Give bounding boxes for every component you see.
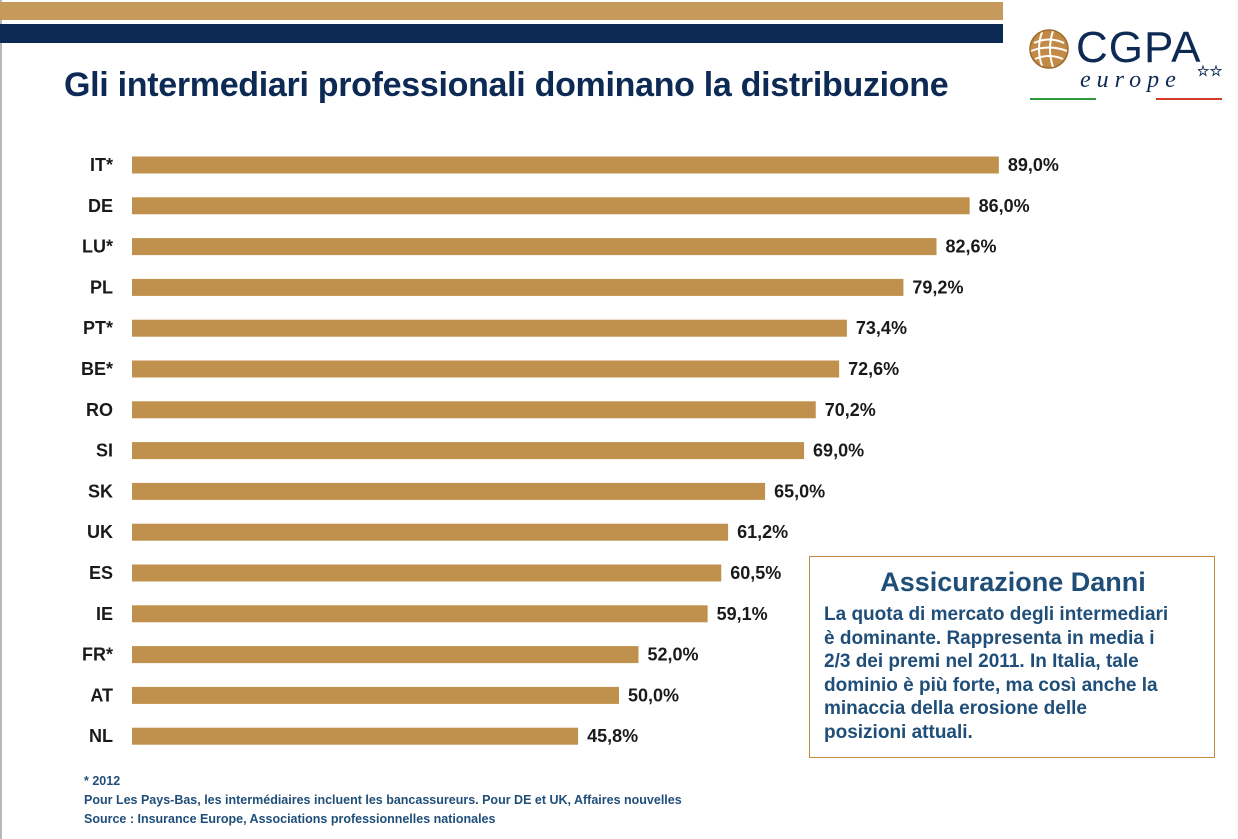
bar (132, 523, 729, 541)
value-label: 61,2% (737, 522, 788, 542)
bar (132, 156, 999, 174)
value-label: 50,0% (628, 685, 679, 705)
category-label: PT* (83, 318, 113, 338)
value-label: 45,8% (587, 726, 638, 746)
category-label: SK (88, 481, 113, 501)
value-label: 82,6% (946, 237, 997, 257)
bar (132, 278, 904, 296)
stars-icon (1198, 65, 1223, 77)
info-box: Assicurazione Danni La quota di mercato … (809, 556, 1215, 758)
value-label: 59,1% (717, 604, 768, 624)
bar (132, 401, 816, 419)
slide-title: Gli intermediari professionali dominano … (64, 66, 949, 104)
bar (132, 482, 766, 500)
info-line: dominio è più forte, ma così anche la (824, 674, 1158, 696)
bar (132, 360, 840, 378)
value-label: 70,2% (825, 400, 876, 420)
category-label: IE (96, 604, 113, 624)
info-box-text: La quota di mercato degli intermediari è… (824, 603, 1210, 744)
header-navy-band (0, 24, 1003, 43)
logo-green-line (1030, 98, 1096, 100)
info-box-title: Assicurazione Danni (880, 567, 1146, 597)
value-label: 69,0% (813, 441, 864, 461)
info-line: La quota di mercato degli intermediari (824, 604, 1169, 625)
footnotes: * 2012 Pour Les Pays-Bas, les intermédia… (84, 772, 682, 829)
info-line: posizioni attuali. (824, 721, 973, 743)
value-label: 89,0% (1008, 155, 1059, 175)
category-label: IT* (90, 155, 113, 175)
value-label: 73,4% (856, 318, 907, 338)
info-line: 2/3 dei premi nel 2011. In Italia, tale (824, 651, 1139, 672)
category-label: PL (90, 277, 113, 297)
footnote-source: Source : Insurance Europe, Associations … (84, 812, 496, 826)
footnote-note: Pour Les Pays-Bas, les intermédiaires in… (84, 793, 682, 807)
value-label: 86,0% (979, 196, 1030, 216)
value-label: 72,6% (848, 359, 899, 379)
category-label: NL (89, 726, 113, 746)
bar (132, 238, 937, 256)
value-label: 52,0% (647, 645, 698, 665)
category-label: RO (86, 400, 113, 420)
cgpa-europe-logo: CGPA europe (1024, 18, 1234, 108)
category-label: BE* (81, 359, 113, 379)
bar (132, 686, 619, 704)
value-label: 60,5% (730, 563, 781, 583)
bar (132, 605, 708, 623)
category-label: FR* (82, 645, 113, 665)
category-label: SI (96, 441, 113, 461)
logo-main-text: CGPA (1076, 23, 1202, 72)
bar (132, 442, 805, 460)
logo-sub-text: europe (1080, 67, 1182, 93)
category-label: AT (90, 685, 113, 705)
category-label: UK (87, 522, 113, 542)
bar (132, 564, 722, 582)
category-label: DE (88, 196, 113, 216)
footnote-year: * 2012 (84, 774, 121, 788)
bar (132, 197, 970, 215)
header-gold-band (0, 2, 1003, 20)
bar (132, 646, 639, 664)
globe-icon (1029, 29, 1069, 69)
category-label: ES (89, 563, 113, 583)
bar (132, 319, 847, 337)
value-label: 65,0% (774, 481, 825, 501)
info-line: minaccia della erosione delle (824, 698, 1087, 719)
info-line: è dominante. Rappresenta in media i (824, 627, 1155, 649)
category-label: LU* (82, 237, 113, 257)
logo-red-line (1156, 98, 1222, 100)
slide-left-edge (0, 0, 2, 839)
bar (132, 727, 579, 745)
value-label: 79,2% (912, 277, 963, 297)
